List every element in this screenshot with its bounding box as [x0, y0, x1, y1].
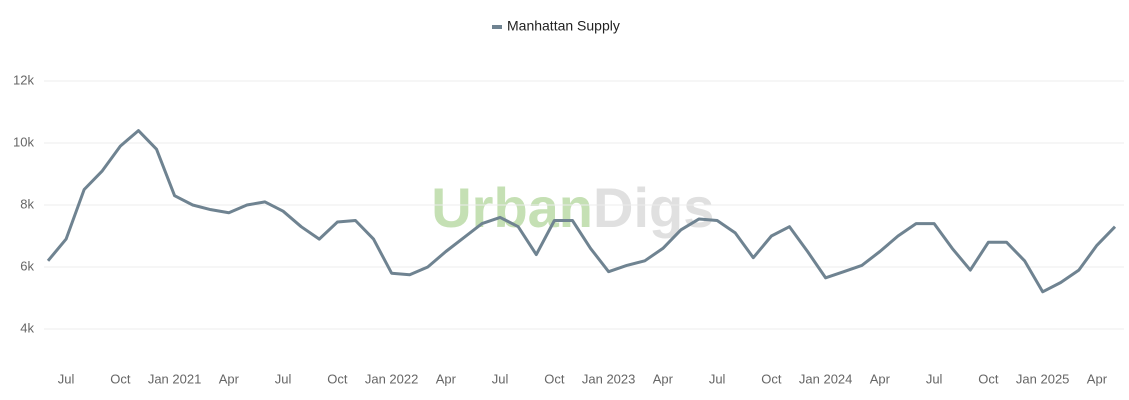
x-tick-label: Oct: [761, 371, 782, 386]
x-tick-label: Jul: [58, 371, 75, 386]
x-tick-label: Apr: [219, 371, 240, 386]
watermark: Digs: [593, 176, 714, 239]
x-tick-label: Jul: [275, 371, 292, 386]
y-tick-label: 10k: [13, 134, 34, 149]
y-tick-label: 4k: [20, 320, 34, 335]
x-tick-label: Jul: [709, 371, 726, 386]
x-tick-label: Jan 2024: [799, 371, 853, 386]
x-tick-label: Jan 2025: [1016, 371, 1070, 386]
x-tick-label: Apr: [653, 371, 674, 386]
x-tick-label: Jan 2022: [365, 371, 419, 386]
x-tick-label: Jul: [926, 371, 943, 386]
x-tick-label: Jan 2023: [582, 371, 636, 386]
x-tick-label: Apr: [870, 371, 891, 386]
legend-text: Manhattan Supply: [507, 18, 620, 34]
watermark: Urban: [431, 176, 593, 239]
y-tick-label: 8k: [20, 196, 34, 211]
y-tick-label: 6k: [20, 258, 34, 273]
x-tick-label: Apr: [436, 371, 457, 386]
x-tick-label: Apr: [1087, 371, 1108, 386]
x-tick-label: Oct: [544, 371, 565, 386]
x-tick-label: Oct: [110, 371, 131, 386]
line: [46, 129, 1117, 294]
x-tick-label: Jul: [492, 371, 509, 386]
x-tick-label: Oct: [978, 371, 999, 386]
x-tick-label: Jan 2021: [148, 371, 202, 386]
x-tick-label: Oct: [327, 371, 348, 386]
y-tick-label: 12k: [13, 72, 34, 87]
